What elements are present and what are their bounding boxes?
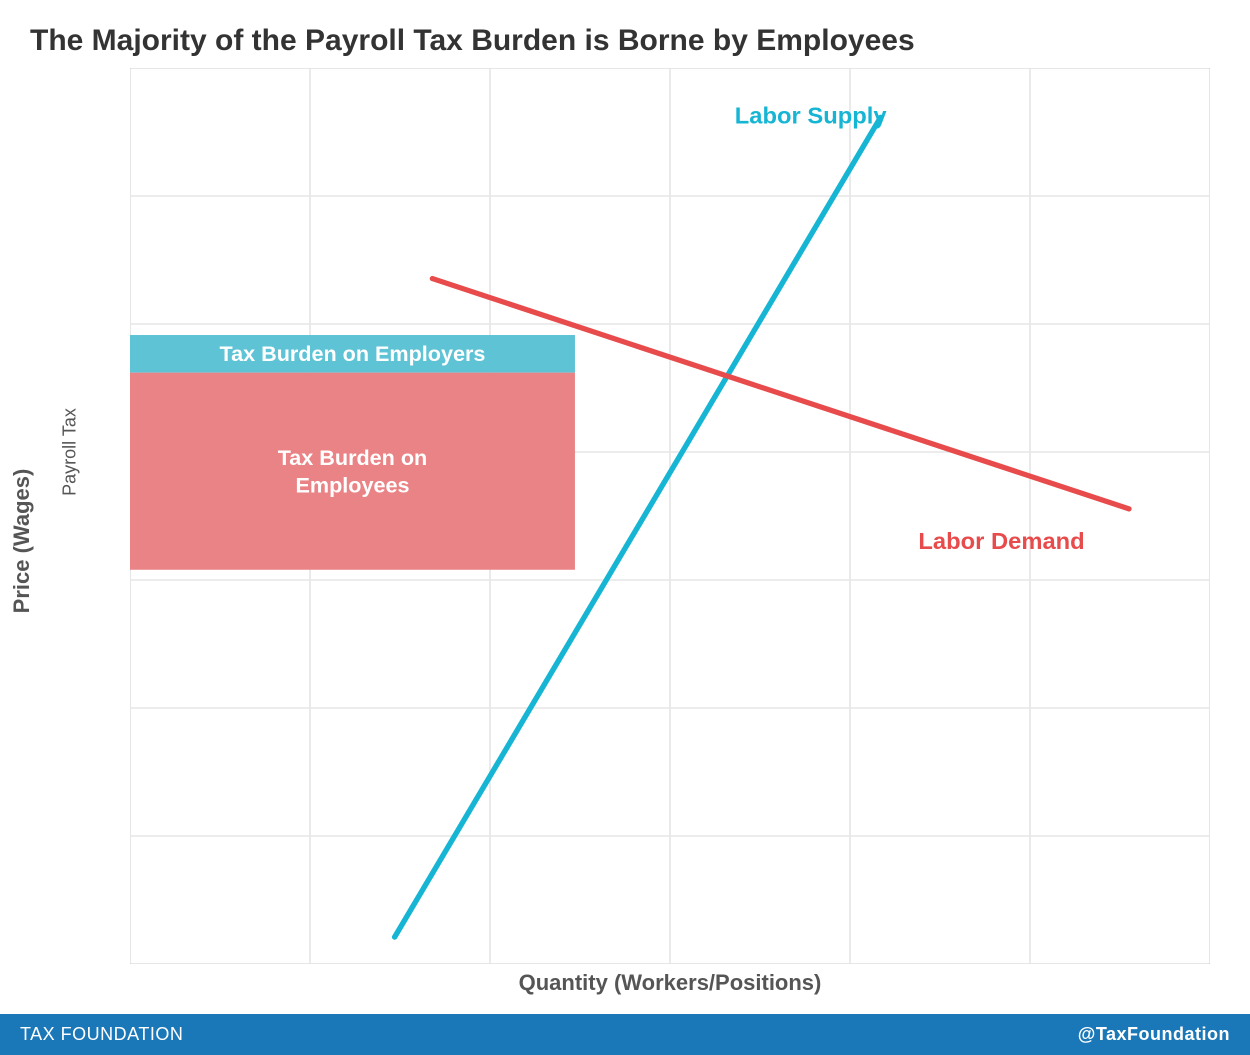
employee-burden-box [130, 373, 575, 570]
labor-supply-label: Labor Supply [735, 103, 887, 129]
footer-left-text: TAX FOUNDATION [20, 1024, 183, 1045]
y-axis-label: Price (Wages) [9, 469, 35, 614]
employee-burden-label-2: Employees [295, 474, 409, 498]
employer-burden-label: Tax Burden on Employers [220, 342, 486, 366]
x-axis-label: Quantity (Workers/Positions) [130, 960, 1210, 1014]
payroll-tax-label: Payroll Tax [59, 409, 80, 497]
labor-demand-label: Labor Demand [918, 528, 1084, 554]
footer-right-text: @TaxFoundation [1078, 1024, 1230, 1045]
chart-area: Price (Wages) Payroll Tax Tax Burden on … [0, 68, 1250, 1014]
chart-title: The Majority of the Payroll Tax Burden i… [0, 0, 1250, 68]
chart-svg-wrap: Tax Burden on Employers Tax Burden on Empl… [130, 68, 1210, 964]
footer-bar: TAX FOUNDATION @TaxFoundation [0, 1014, 1250, 1055]
employee-burden-label-1: Tax Burden on [278, 446, 428, 470]
chart-svg: Tax Burden on Employers Tax Burden on Empl… [130, 68, 1210, 964]
